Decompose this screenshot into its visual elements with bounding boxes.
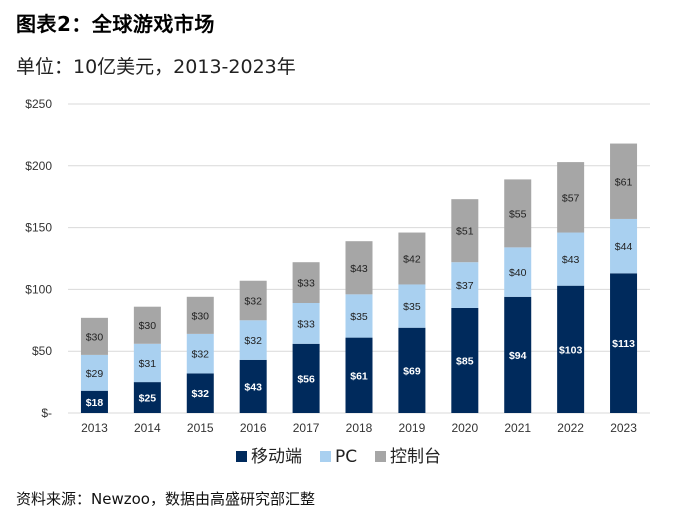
bar-segment	[398, 327, 426, 413]
data-label: $18	[86, 397, 104, 409]
bar-segment	[451, 307, 479, 413]
data-label: $103	[559, 344, 583, 356]
data-label: $61	[350, 370, 368, 382]
bar-segment	[557, 232, 585, 286]
bar-segment	[292, 262, 320, 303]
data-label: $69	[403, 365, 421, 377]
data-label: $35	[403, 301, 421, 313]
x-tick-label: 2023	[610, 421, 637, 435]
x-tick-label: 2015	[187, 421, 214, 435]
bar-segment	[186, 373, 214, 413]
x-tick-label: 2022	[557, 421, 584, 435]
bar-segment	[80, 317, 108, 355]
bar-segment	[345, 241, 373, 295]
bar-segment	[610, 143, 638, 219]
data-label: $33	[297, 278, 315, 290]
data-label: $29	[86, 368, 104, 380]
source-note: 资料来源：Newzoo，数据由高盛研究部汇整	[16, 490, 315, 508]
data-label: $32	[192, 388, 210, 400]
data-label: $43	[244, 381, 262, 393]
y-tick-label: $50	[32, 344, 52, 358]
data-label: $32	[244, 296, 262, 308]
bar-segment	[398, 284, 426, 328]
data-label: $57	[562, 192, 580, 204]
bar-segment	[504, 179, 532, 248]
data-label: $43	[562, 254, 580, 266]
legend-swatch	[236, 451, 247, 462]
bar-segment	[504, 247, 532, 297]
data-label: $94	[509, 350, 527, 362]
data-label: $61	[615, 176, 633, 188]
bar-segment	[292, 302, 320, 344]
data-label: $32	[192, 349, 210, 361]
bar-segment	[557, 285, 585, 413]
legend-swatch	[375, 451, 386, 462]
data-label: $40	[509, 267, 527, 279]
bar-segment	[398, 232, 426, 285]
bar-segment	[451, 199, 479, 263]
y-tick-label: $100	[25, 282, 52, 296]
data-label: $42	[403, 254, 421, 266]
x-tick-label: 2013	[81, 421, 108, 435]
y-tick-label: $-	[41, 406, 52, 420]
bar-segment	[345, 337, 373, 413]
bar-segment	[133, 343, 161, 383]
legend-label: 控制台	[390, 447, 441, 467]
bar-segment	[610, 273, 638, 413]
bar-segment	[186, 333, 214, 374]
data-label: $44	[615, 241, 633, 253]
data-label: $30	[192, 310, 210, 322]
bar-segment	[239, 359, 267, 413]
data-label: $30	[86, 331, 104, 343]
bar-segment	[239, 280, 267, 321]
bar-segment	[133, 382, 161, 413]
data-label: $35	[350, 311, 368, 323]
bar-segment	[186, 296, 214, 334]
data-label: $113	[612, 338, 635, 350]
data-label: $32	[244, 335, 262, 347]
x-tick-label: 2016	[240, 421, 267, 435]
data-label: $85	[456, 355, 474, 367]
legend-label: PC	[335, 447, 357, 467]
data-label: $56	[297, 373, 315, 385]
data-label: $51	[456, 226, 474, 238]
x-tick-label: 2017	[293, 421, 320, 435]
data-label: $31	[139, 358, 157, 370]
legend-swatch	[320, 451, 331, 462]
bar-segment	[557, 162, 585, 233]
y-tick-label: $250	[25, 97, 52, 111]
bar-segment	[345, 294, 373, 338]
chart-title: 图表2：全球游戏市场	[16, 12, 215, 36]
data-label: $55	[509, 208, 527, 220]
x-tick-label: 2014	[134, 421, 161, 435]
data-label: $33	[297, 318, 315, 330]
bar-segment	[610, 218, 638, 274]
data-label: $43	[350, 263, 368, 275]
legend-label: 移动端	[251, 447, 302, 467]
bar-segment	[80, 390, 108, 413]
bar-segment	[239, 320, 267, 360]
bar-segment	[292, 343, 320, 413]
bar-segment	[451, 262, 479, 308]
bar-segment	[80, 354, 108, 391]
y-tick-label: $200	[25, 159, 52, 173]
y-tick-label: $150	[25, 221, 52, 235]
data-label: $30	[139, 320, 157, 332]
x-tick-label: 2019	[399, 421, 426, 435]
bar-segment	[504, 296, 532, 413]
data-label: $37	[456, 280, 474, 292]
x-tick-label: 2020	[451, 421, 478, 435]
bar-segment	[133, 306, 161, 344]
chart-subtitle: 单位：10亿美元，2013-2023年	[16, 56, 296, 78]
data-label: $25	[139, 393, 157, 405]
x-tick-label: 2021	[504, 421, 531, 435]
x-tick-label: 2018	[346, 421, 373, 435]
